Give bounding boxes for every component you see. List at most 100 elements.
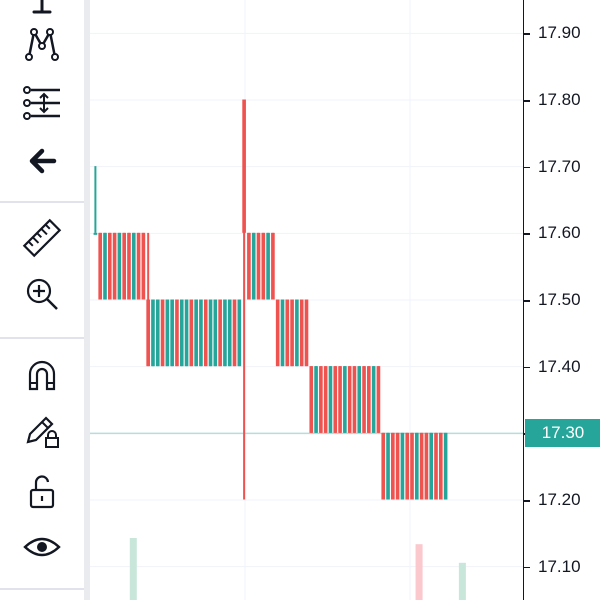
candle-body	[434, 432, 438, 500]
candle-body	[103, 232, 107, 300]
candle-body	[223, 299, 227, 367]
candle-body	[146, 299, 150, 367]
candle-body	[438, 432, 443, 500]
lock-drawings-tool-button[interactable]	[14, 410, 70, 454]
price-tick-label: 17.10	[538, 556, 581, 576]
candle-body	[419, 432, 424, 500]
price-tick-label: 17.90	[538, 23, 581, 43]
candle-body	[319, 366, 323, 433]
price-tick-label: 17.80	[538, 90, 581, 109]
price-tick-label: 17.70	[538, 156, 581, 176]
zoom-in-tool-button[interactable]	[14, 274, 70, 318]
candle-body	[352, 366, 357, 433]
axis-tick	[524, 500, 530, 502]
candle-body	[328, 366, 333, 433]
pattern-tool-button[interactable]	[14, 24, 70, 68]
projection-tool-button[interactable]	[14, 83, 70, 127]
axis-tick	[524, 233, 530, 235]
candle-body	[376, 366, 381, 433]
candle-body	[141, 232, 146, 300]
unlock-tool-button[interactable]	[14, 471, 70, 515]
candle-body	[251, 232, 256, 300]
axis-tick	[524, 566, 530, 569]
candle-body	[131, 232, 136, 300]
candle-body	[199, 299, 203, 367]
cursor-icon	[22, 0, 62, 25]
candle-body	[213, 299, 218, 367]
candle-body	[410, 432, 414, 500]
ruler-icon	[22, 218, 62, 263]
price-axis[interactable]: 17.90 17.80 17.70 17.60 17.50 17.40 17.30 17.20…	[523, 0, 600, 600]
candle-body	[271, 232, 275, 300]
projection-icon	[22, 83, 62, 128]
candle-body	[98, 232, 103, 300]
price-tick-label: 17.60	[538, 223, 581, 243]
candle-body	[184, 299, 189, 367]
candle-body	[424, 432, 429, 500]
toolbar-separator	[0, 588, 84, 590]
magnet-tool-button[interactable]	[14, 355, 70, 399]
candle-body	[117, 232, 122, 300]
axis-tick	[524, 166, 530, 169]
candle-body	[194, 299, 198, 367]
volume-bar	[458, 562, 466, 600]
candle-body	[112, 232, 117, 300]
candle-body	[429, 432, 434, 500]
candle-body	[232, 299, 237, 367]
candle-body	[127, 232, 131, 300]
candle-body	[314, 366, 318, 433]
last-price-label: 17.30	[525, 419, 600, 448]
price-tick-label: 17.20	[538, 490, 581, 509]
candle-body	[414, 432, 419, 500]
visibility-tool-button[interactable]	[14, 527, 70, 571]
pencil-lock-icon	[22, 410, 62, 455]
candle-body	[175, 299, 179, 367]
candle-body	[391, 432, 395, 500]
candle-body	[400, 432, 405, 500]
toolbar-separator	[0, 201, 84, 203]
candle-body	[266, 232, 270, 300]
toolbar-border	[84, 0, 90, 600]
back-tool-button[interactable]	[14, 141, 70, 185]
candle-body	[160, 299, 165, 367]
price-tick-label: 17.40	[538, 356, 581, 376]
candle-body	[362, 366, 366, 433]
axis-tick	[524, 100, 530, 102]
candle-body	[155, 299, 160, 367]
ruler-tool-button[interactable]	[14, 218, 70, 262]
candle-body	[367, 366, 371, 433]
eye-icon	[22, 527, 62, 572]
zoom-in-icon	[22, 274, 62, 319]
candle-body	[371, 366, 376, 433]
candle-body	[323, 366, 328, 433]
axis-tick	[524, 33, 530, 35]
candle-body	[189, 299, 194, 367]
cursor-tool-button[interactable]	[14, 0, 70, 24]
candle-body	[165, 299, 170, 367]
candle-body	[443, 432, 448, 500]
candle-body	[338, 366, 342, 433]
candle-body	[179, 299, 184, 367]
candle-body	[242, 99, 246, 233]
candle-body	[247, 232, 251, 300]
arrow-left-icon	[22, 141, 62, 186]
candle-body	[275, 299, 280, 367]
candle-body	[347, 366, 352, 433]
candle-body	[218, 299, 222, 367]
candle-body	[290, 299, 294, 367]
candle-body	[357, 366, 362, 433]
candlestick-chart[interactable]	[90, 0, 523, 600]
chart-pane[interactable]	[90, 0, 523, 600]
axis-tick	[524, 300, 530, 302]
volume-bar	[129, 538, 137, 600]
candle-body	[405, 432, 410, 500]
candle-body	[280, 299, 285, 367]
candle-body	[309, 366, 314, 433]
price-tick-label: 17.50	[538, 290, 581, 309]
candle-body	[381, 432, 386, 500]
candle-body	[343, 366, 347, 433]
volume-bar	[415, 544, 423, 600]
candle-body	[227, 299, 232, 367]
candle-body	[136, 232, 141, 300]
candle-body	[122, 232, 127, 300]
